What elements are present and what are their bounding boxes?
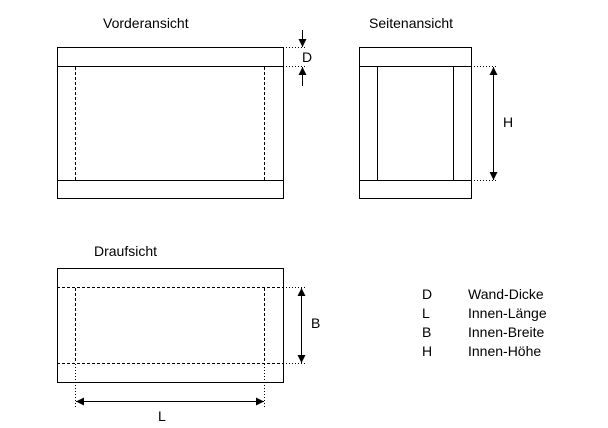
- legend-text: Innen-Länge: [468, 305, 547, 321]
- side-outer-rect: [359, 47, 472, 199]
- legend-symbol: D: [422, 286, 432, 302]
- legend-symbol: B: [422, 324, 431, 340]
- top-outer-rect: [57, 268, 284, 383]
- top-view: Draufsicht B L: [57, 243, 320, 424]
- legend: D Wand-Dicke L Innen-Länge B Innen-Breit…: [422, 286, 547, 359]
- legend-text: Wand-Dicke: [468, 286, 544, 302]
- legend-symbol: L: [422, 305, 430, 321]
- b-dimension-label: B: [311, 315, 320, 331]
- side-view-title: Seitenansicht: [369, 15, 453, 31]
- front-view-title: Vorderansicht: [103, 15, 189, 31]
- top-view-title: Draufsicht: [94, 243, 157, 259]
- d-dimension-label: D: [302, 49, 312, 65]
- front-view: Vorderansicht D: [57, 15, 312, 199]
- h-dimension-label: H: [503, 114, 513, 130]
- front-outer-rect: [57, 47, 284, 199]
- l-dimension-label: L: [158, 408, 166, 424]
- legend-text: Innen-Breite: [468, 324, 544, 340]
- legend-text: Innen-Höhe: [468, 343, 541, 359]
- side-view: Seitenansicht H: [359, 15, 513, 199]
- legend-symbol: H: [422, 343, 432, 359]
